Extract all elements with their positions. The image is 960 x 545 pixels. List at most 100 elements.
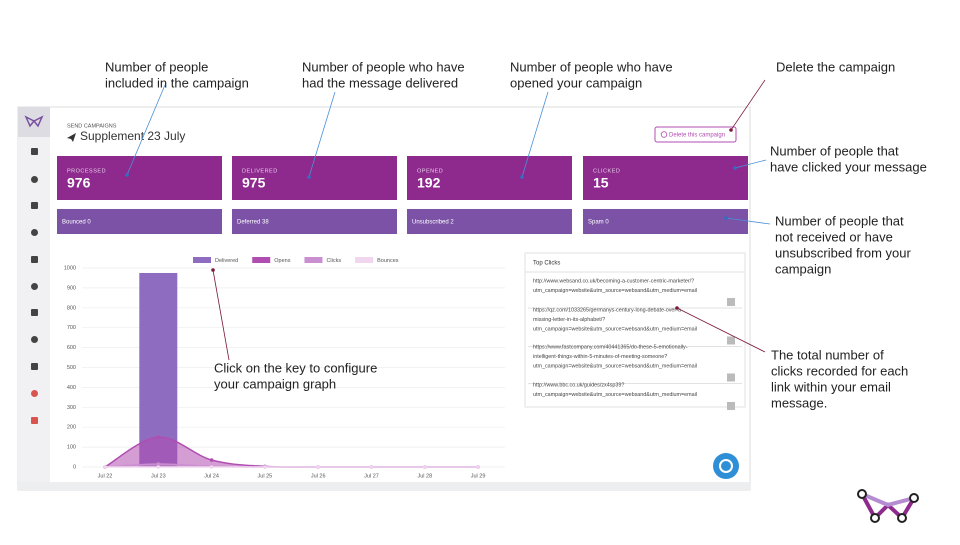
x-tick-label: Jul 24 xyxy=(204,473,219,479)
link-text[interactable]: utm_campaign=website&utm_source=websand&… xyxy=(533,363,697,369)
point xyxy=(209,458,214,462)
help-button[interactable] xyxy=(713,453,739,479)
expand-button[interactable] xyxy=(727,373,735,382)
annotation-dot xyxy=(125,173,129,177)
sidebar xyxy=(18,107,50,490)
annotation-text: The total number of xyxy=(771,347,884,362)
sidebar-icon[interactable] xyxy=(31,256,38,263)
send-icon xyxy=(67,133,76,142)
y-tick-label: 100 xyxy=(67,445,76,451)
annotation-text: had the message delivered xyxy=(302,75,458,90)
stat-value: 975 xyxy=(242,175,266,191)
annotation-text: included in the campaign xyxy=(105,75,249,90)
sidebar-icon[interactable] xyxy=(31,202,38,209)
sidebar-icon[interactable] xyxy=(31,309,38,316)
annotation-line xyxy=(730,79,766,131)
sidebar-icon[interactable] xyxy=(31,417,38,424)
sidebar-icon[interactable] xyxy=(31,363,38,370)
point xyxy=(156,465,161,469)
top-clicks-panel xyxy=(524,252,746,408)
substat-box xyxy=(407,209,572,234)
substat-box xyxy=(232,209,397,234)
sidebar-icon[interactable] xyxy=(31,390,38,397)
legend-swatch[interactable] xyxy=(355,257,374,263)
legend-label[interactable]: Clicks xyxy=(326,258,341,264)
bar xyxy=(139,272,178,467)
stat-box xyxy=(232,156,397,200)
legend-label[interactable]: Opens xyxy=(274,258,290,264)
sidebar-icon[interactable] xyxy=(31,229,38,236)
stat-value: 192 xyxy=(417,175,441,191)
annotation-line xyxy=(521,91,549,178)
top-clicks-title: Top Clicks xyxy=(533,261,560,267)
link-text[interactable]: intelligent-things-within-5-minutes-of-m… xyxy=(533,354,667,360)
legend-label[interactable]: Delivered xyxy=(215,258,238,264)
link-text[interactable]: http://www.bbc.co.uk/guides/zx4sp39? xyxy=(533,382,624,388)
x-tick-label: Jul 26 xyxy=(311,473,326,479)
annotation-text: opened your campaign xyxy=(510,75,642,90)
annotation-text: Number of people who have xyxy=(510,59,673,74)
point xyxy=(156,435,161,439)
annotation-line xyxy=(308,91,336,178)
link-text[interactable]: missing-letter-in-its-alphabet/? xyxy=(533,317,605,323)
annotation-text: Number of people who have xyxy=(302,59,465,74)
y-tick-label: 400 xyxy=(67,385,76,391)
legend-swatch[interactable] xyxy=(304,257,323,263)
annotation-text: message. xyxy=(771,395,827,410)
stat-label: OPENED xyxy=(417,168,443,174)
sidebar-icon[interactable] xyxy=(31,336,38,343)
expand-button[interactable] xyxy=(727,298,735,306)
x-tick-label: Jul 28 xyxy=(417,473,432,479)
annotation-dot xyxy=(675,306,679,310)
sidebar-icon[interactable] xyxy=(31,148,38,155)
stat-label: DELIVERED xyxy=(242,168,278,174)
stat-label: PROCESSED xyxy=(67,168,106,174)
annotation-line xyxy=(725,217,771,225)
sidebar-icon[interactable] xyxy=(31,283,38,290)
substat-label: Unsubscribed 2 xyxy=(412,220,454,226)
link-text[interactable]: utm_campaign=website&utm_source=websand&… xyxy=(533,288,697,294)
section-label: SEND CAMPAIGNS xyxy=(67,123,117,129)
annotation-dot xyxy=(307,175,311,179)
link-text[interactable]: utm_campaign=website&utm_source=websand&… xyxy=(533,392,697,398)
y-tick-label: 800 xyxy=(67,305,76,311)
annotation-dot xyxy=(724,216,728,220)
annotation-text: your campaign graph xyxy=(214,376,336,391)
x-tick-label: Jul 25 xyxy=(258,473,273,479)
point xyxy=(476,465,480,469)
help-icon xyxy=(719,459,733,473)
point xyxy=(263,465,267,469)
substat-label: Spam 0 xyxy=(588,220,609,226)
x-tick-label: Jul 22 xyxy=(98,473,113,479)
annotation-text: Number of people that xyxy=(775,213,904,228)
annotation-dot xyxy=(211,268,215,272)
expand-button[interactable] xyxy=(727,402,735,410)
delete-button[interactable] xyxy=(654,126,737,143)
x-tick-label: Jul 27 xyxy=(364,473,379,479)
substat-label: Deferred 38 xyxy=(237,220,269,226)
expand-button[interactable] xyxy=(727,336,735,345)
delete-button-label: Delete this campaign xyxy=(669,133,725,139)
y-tick-label: 200 xyxy=(67,425,76,431)
annotation-line xyxy=(126,84,166,176)
annotation-dot xyxy=(520,175,524,179)
stat-box xyxy=(407,156,572,200)
sidebar-icon[interactable] xyxy=(31,176,38,183)
link-text[interactable]: utm_campaign=website&utm_source=websand&… xyxy=(533,326,697,332)
link-text[interactable]: https://www.fastcompany.com/40441365/do-… xyxy=(533,344,688,350)
link-text[interactable]: https://qz.com/1033265/germanys-century-… xyxy=(533,307,683,313)
annotation-line xyxy=(676,307,766,353)
legend-label[interactable]: Bounces xyxy=(377,258,399,264)
point xyxy=(103,465,107,469)
point xyxy=(369,465,374,469)
x-tick-label: Jul 29 xyxy=(471,473,486,479)
legend-swatch[interactable] xyxy=(252,257,271,263)
link-text[interactable]: http://www.websand.co.uk/becoming-a-cust… xyxy=(533,278,694,284)
legend-swatch[interactable] xyxy=(193,257,211,263)
stat-label: CLICKED xyxy=(593,168,620,174)
annotation-text: not received or have xyxy=(775,229,893,244)
substat-box xyxy=(583,209,748,234)
annotation-line xyxy=(734,159,767,169)
stat-value: 976 xyxy=(67,175,91,191)
annotation-text: link within your email xyxy=(771,379,891,394)
